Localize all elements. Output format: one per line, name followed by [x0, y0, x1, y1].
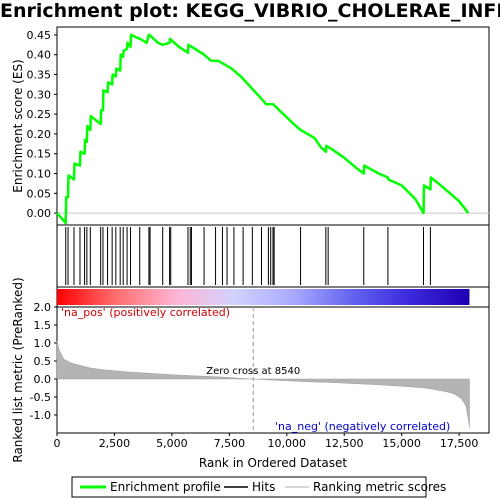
ranking-metric-area — [56, 341, 470, 428]
legend-label: Enrichment profile — [110, 480, 221, 494]
gradient-fill — [57, 289, 470, 305]
enrichment-profile-line — [56, 33, 470, 225]
metric-tick-label: 1.5 — [34, 319, 52, 332]
es-tick-label: 0.00 — [27, 207, 52, 220]
legend-box — [71, 476, 427, 498]
x-tick-label: 5,000 — [156, 437, 188, 450]
es-frame — [56, 26, 490, 226]
x-tick-label: 10,000 — [268, 437, 307, 450]
es-tick-label: 0.35 — [27, 69, 52, 82]
rank-gradient-bar — [56, 286, 490, 308]
es-tick-label: 0.15 — [27, 148, 52, 161]
metric-tick-label: 1.0 — [34, 337, 52, 350]
es-y-axis-label: Enrichment score (ES) — [11, 59, 25, 192]
metric-y-axis-label: Ranked list metric (PreRanked) — [11, 277, 25, 462]
x-tick-label: 7,500 — [214, 437, 246, 450]
es-tick-label: 0.20 — [27, 128, 52, 141]
metric-frame — [56, 306, 490, 434]
es-tick-label: 0.10 — [27, 168, 52, 181]
negative-label: 'na_neg' (negatively correlated) — [275, 420, 450, 433]
x-tick-label: 15,000 — [382, 437, 421, 450]
legend-label: Hits — [252, 480, 275, 494]
es-panel: 0.00 0.05 0.10 0.15 0.20 0.25 0.30 0.35 0.40 0.45… — [11, 26, 490, 226]
es-tick-label: 0.25 — [27, 108, 52, 121]
metric-tick-label: 0.5 — [34, 355, 52, 368]
positive-label: 'na_pos' (positively correlated) — [61, 306, 230, 319]
x-axis: 0 2,500 5,000 7,500 10,000 12,500 15,000 17,500… — [54, 433, 479, 470]
legend-label: Ranking metric scores — [313, 480, 446, 494]
metric-tick-label: 0.0 — [34, 373, 52, 386]
metric-tick-label: -1.0 — [30, 409, 51, 422]
legend: Enrichment profile Hits Ranking metric sco… — [71, 476, 446, 498]
x-tick-label: 0 — [54, 437, 61, 450]
es-tick-label: 0.30 — [27, 88, 52, 101]
x-tick-label: 12,500 — [325, 437, 364, 450]
chart-title: Enrichment plot: KEGG_VIBRIO_CHOLERAE_IN… — [0, 0, 500, 22]
x-tick-label: 2,500 — [99, 437, 131, 450]
hits-panel — [56, 224, 490, 288]
es-tick-label: 0.05 — [27, 187, 52, 200]
es-tick-label: 0.45 — [27, 29, 52, 42]
metric-panel: 2.0 1.5 1.0 0.5 0.0 -0.5 -1.0 'na_pos' (positiv… — [11, 277, 490, 463]
metric-tick-label: -0.5 — [30, 391, 51, 404]
zero-cross-label: Zero cross at 8540 — [206, 366, 300, 377]
x-axis-label: Rank in Ordered Dataset — [199, 456, 347, 470]
x-tick-label: 17,500 — [440, 437, 479, 450]
es-tick-label: 0.40 — [27, 49, 52, 62]
metric-tick-label: 2.0 — [34, 301, 52, 314]
